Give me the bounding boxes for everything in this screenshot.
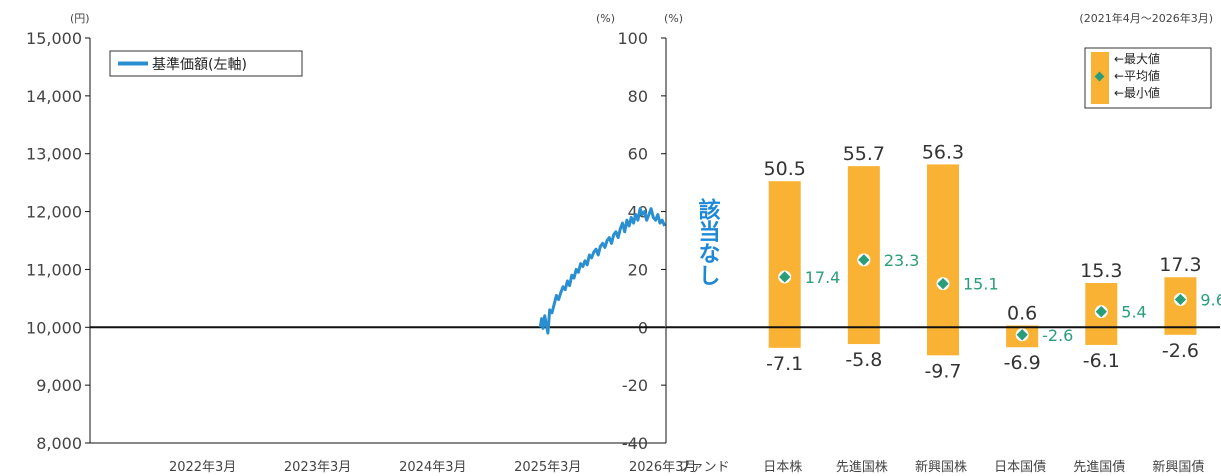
left-x-tick-label: 2026年3月 [629, 460, 696, 475]
max-value-label: 50.5 [764, 158, 806, 180]
max-value-label: 15.3 [1080, 260, 1122, 282]
left-x-tick-label: 2023年3月 [284, 460, 351, 475]
left-y-tick-label: 12,000 [26, 203, 82, 222]
left-y-tick-label: 10,000 [26, 318, 82, 337]
category-label: ファンド [678, 460, 730, 475]
avg-marker [858, 254, 870, 266]
no-data-label: 該当なし [695, 197, 721, 286]
right-axis-tick-label: 40 [628, 203, 648, 222]
range-bar [927, 164, 959, 356]
legend-avg-label: ←平均値 [1114, 68, 1160, 83]
category-label: 新興国債 [1152, 459, 1204, 475]
avg-marker [779, 271, 791, 283]
max-value-label: 55.7 [843, 143, 885, 165]
legend-min-label: ←最小値 [1114, 85, 1160, 100]
min-value-label: -9.7 [924, 360, 961, 382]
right-legend: ←最大値 ←平均値 ←最小値 [1084, 47, 1212, 109]
left-legend-label: 基準価額(左軸) [152, 56, 247, 73]
avg-marker [937, 277, 949, 290]
right-axis-tick-label: -20 [622, 376, 648, 395]
right-axis-tick-label: -40 [622, 434, 648, 453]
avg-value-label: 5.4 [1121, 303, 1146, 322]
left-y-tick-label: 13,000 [26, 145, 82, 164]
left-y-tick-label: 15,000 [26, 29, 82, 48]
left-x-tick-label: 2025年3月 [514, 460, 581, 475]
avg-value-label: 15.1 [963, 275, 999, 294]
min-value-label: -2.6 [1162, 340, 1199, 362]
avg-marker [1016, 329, 1028, 341]
period-label: (2021年4月～2026年3月) [1079, 11, 1213, 25]
right-axis-tick-label: 60 [628, 145, 648, 164]
right-legend-avg-marker [1094, 71, 1105, 82]
right-axis-tick-label: 20 [628, 260, 648, 279]
right-axis-tick-label: 100 [617, 29, 648, 48]
right-axis-tick-label: 80 [628, 87, 648, 106]
category-label: 日本国債 [994, 460, 1046, 475]
left-x-tick-label: 2024年3月 [399, 460, 466, 475]
left-plot: 8,000 9,000 10,000 11,000 12,000 13,000 14,000… [26, 29, 696, 475]
series-line-基準価額 [538, 207, 667, 335]
min-value-label: -6.9 [1004, 352, 1041, 374]
category-label: 日本株 [763, 460, 802, 475]
avg-value-label: 23.3 [884, 251, 920, 270]
min-value-label: -6.1 [1083, 350, 1120, 372]
max-value-label: 56.3 [922, 141, 964, 163]
avg-value-label: 9.6 [1200, 291, 1221, 310]
right-plot: ファンド 日本株 50.5 -7.1 17.4 先進国株 55.7 -5.8 23.3 新興国株 5… [661, 37, 1221, 475]
avg-value-label: 17.4 [805, 268, 841, 287]
left-y-tick-label: 8,000 [36, 434, 82, 453]
min-value-label: -5.8 [845, 349, 882, 371]
legend-max-label: ←最大値 [1114, 51, 1160, 66]
left-y-tick-label: 11,000 [26, 260, 82, 279]
left-unit-label: (円) [70, 12, 90, 25]
left-x-tick-label: 2022年3月 [169, 460, 236, 475]
min-value-label: -7.1 [766, 353, 803, 375]
left-legend: 基準価額(左軸) [109, 50, 303, 77]
max-value-label: 17.3 [1159, 254, 1201, 276]
right-axis-unit-label: (%) [596, 12, 615, 25]
avg-marker [1174, 293, 1187, 306]
right-unit-label: (%) [664, 12, 683, 25]
left-y-tick-label: 9,000 [36, 376, 82, 395]
category-label: 新興国株 [915, 459, 967, 475]
category-label: 先進国債 [1073, 460, 1125, 475]
category-label: 先進国株 [836, 460, 888, 475]
range-bar [768, 181, 801, 348]
avg-marker [1095, 306, 1107, 318]
avg-value-label: -2.6 [1042, 326, 1073, 345]
left-y-tick-label: 14,000 [26, 87, 82, 106]
max-value-label: 0.6 [1007, 303, 1037, 325]
